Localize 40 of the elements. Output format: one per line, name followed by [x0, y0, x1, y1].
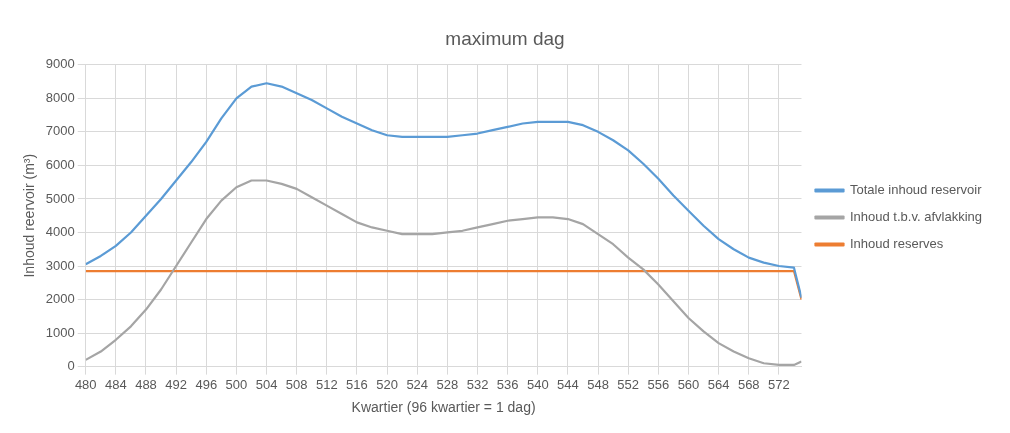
y-tick-label: 9000 — [45, 56, 75, 72]
y-tick-label: 4000 — [45, 224, 75, 240]
x-axis-title: Kwartier (96 kwartier = 1 dag) — [351, 399, 536, 416]
y-axis-title: Inhoud reervoir (m³) — [21, 153, 38, 278]
legend-label: Totale inhoud reservoir — [849, 182, 983, 198]
y-tick-label: 2000 — [45, 291, 75, 307]
x-tick-label: 500 — [225, 376, 248, 392]
chart-title: maximum dag — [445, 27, 565, 49]
x-tick-label: 508 — [285, 376, 308, 392]
x-tick-label: 536 — [496, 376, 519, 392]
y-tick-label: 3000 — [45, 257, 75, 273]
y-tick-label: 7000 — [45, 123, 75, 139]
y-tick-label: 8000 — [45, 89, 75, 105]
x-tick-label: 516 — [346, 376, 368, 392]
x-tick-label: 548 — [587, 376, 609, 392]
x-tick-label: 528 — [436, 376, 459, 392]
x-tick-label: 564 — [707, 376, 730, 392]
x-tick-label: 512 — [315, 376, 338, 392]
x-tick-label: 560 — [677, 376, 700, 392]
y-tick-label: 5000 — [45, 190, 75, 206]
x-tick-label: 484 — [105, 376, 127, 392]
x-tick-label: 572 — [768, 376, 790, 392]
x-tick-label: 552 — [617, 376, 640, 392]
x-tick-label: 568 — [737, 376, 760, 392]
x-tick-label: 480 — [74, 376, 97, 392]
x-tick-label: 532 — [466, 376, 489, 392]
y-tick-label: 0 — [67, 358, 75, 374]
legend-label: Inhoud reserves — [849, 236, 944, 252]
x-tick-label: 488 — [135, 376, 157, 392]
x-tick-label: 520 — [376, 376, 398, 392]
y-tick-label: 6000 — [45, 156, 75, 172]
x-tick-label: 504 — [255, 376, 278, 392]
x-tick-label: 496 — [195, 376, 218, 392]
x-tick-label: 540 — [526, 376, 549, 392]
x-tick-label: 544 — [557, 376, 579, 392]
x-tick-label: 492 — [165, 376, 187, 392]
x-tick-label: 524 — [406, 376, 429, 392]
x-tick-label: 556 — [647, 376, 670, 392]
y-tick-label: 1000 — [45, 324, 75, 340]
legend-label: Inhoud t.b.v. afvlakking — [849, 209, 983, 225]
